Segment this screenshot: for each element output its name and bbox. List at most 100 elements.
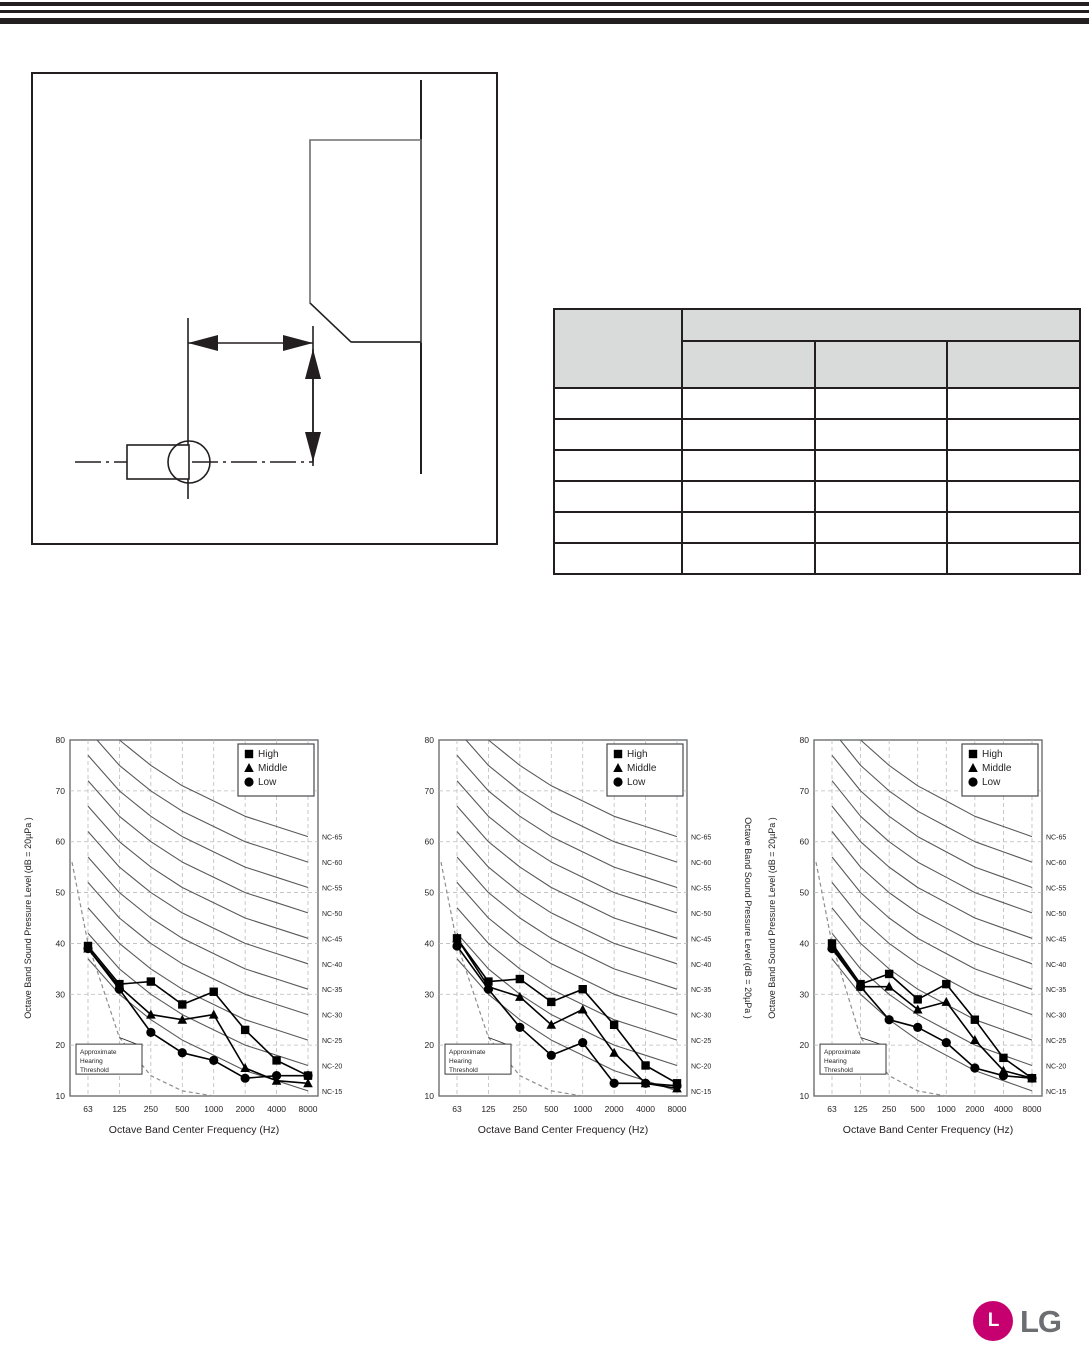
nc-curve: [96, 739, 309, 863]
marker-triangle: [577, 1004, 588, 1014]
nc-curve-label: NC-20: [322, 1063, 342, 1070]
data-series-line: [87, 947, 309, 1085]
marker-square: [484, 977, 493, 986]
y-axis-tick-label: 60: [800, 837, 810, 847]
nc-curve-label: NC-50: [1046, 911, 1066, 918]
x-axis-title: Octave Band Center Frequency (Hz): [478, 1124, 648, 1136]
x-axis-tick-label: 4000: [267, 1104, 286, 1114]
nc-curve: [87, 780, 309, 914]
table-cell: [681, 387, 816, 420]
marker-square: [613, 749, 623, 759]
table-cell: [553, 480, 683, 513]
chart-legend-label: Low: [627, 777, 646, 788]
y-axis-tick-label: 30: [800, 989, 810, 999]
y-axis-tick-label: 50: [425, 888, 435, 898]
nc-curve: [87, 882, 309, 1016]
nc-curve: [860, 739, 1033, 838]
threshold-annotation-line: Threshold: [449, 1067, 478, 1074]
nc-curve: [831, 831, 1033, 965]
nc-curve: [465, 739, 678, 863]
threshold-annotation-line: Hearing: [824, 1058, 847, 1065]
marker-square: [609, 1020, 619, 1029]
nc-curve-label: NC-60: [691, 860, 711, 867]
nc-curve: [456, 907, 678, 1041]
x-axis-tick-label: 8000: [299, 1104, 318, 1114]
x-axis-tick-label: 500: [911, 1104, 925, 1114]
marker-square: [913, 995, 922, 1004]
marker-triangle: [941, 996, 952, 1006]
data-series-line: [87, 948, 308, 1079]
nc-curve-label: NC-35: [322, 987, 342, 994]
threshold-annotation-line: Threshold: [824, 1067, 853, 1074]
chart-legend-label: Low: [982, 777, 1001, 788]
nc-curve-label: NC-30: [691, 1013, 711, 1020]
y-axis-tick-label: 50: [56, 888, 66, 898]
x-axis-title: Octave Band Center Frequency (Hz): [843, 1124, 1013, 1136]
nc-curve-label: NC-25: [691, 1038, 711, 1045]
marker-circle: [483, 984, 494, 994]
y-axis-title: Octave Band Sound Pressure Level (dB = 2…: [743, 817, 753, 1019]
y-axis-tick-label: 80: [425, 735, 435, 745]
spec-header-label-cell: [553, 308, 683, 389]
nc-curve: [488, 739, 678, 838]
marker-triangle: [244, 763, 254, 772]
dim-arrowhead-left: [188, 335, 218, 351]
data-series-low: [452, 941, 682, 1091]
marker-square: [244, 749, 254, 759]
nc-curve: [87, 932, 309, 1067]
nc-curve-label: NC-20: [1046, 1063, 1066, 1070]
marker-square: [968, 749, 978, 759]
marker-square: [884, 969, 894, 979]
indoor-unit-outline: [309, 139, 422, 343]
nc-curve: [831, 907, 1033, 1041]
y-axis-tick-label: 10: [425, 1091, 435, 1101]
marker-triangle: [303, 1078, 313, 1088]
table-row: [553, 449, 1081, 482]
marker-square: [578, 985, 587, 994]
nc-curve-label: NC-55: [691, 885, 711, 892]
table-cell: [946, 387, 1081, 420]
marker-circle: [271, 1071, 282, 1081]
nc-curve: [839, 739, 1033, 863]
y-axis-tick-label: 70: [56, 786, 66, 796]
x-axis-tick-label: 4000: [994, 1104, 1013, 1114]
lg-logo: L LG: [973, 1300, 1077, 1342]
nc-curve-label: NC-60: [322, 860, 342, 867]
y-axis-tick-label: 80: [800, 735, 810, 745]
spec-table-header-sub-row: [554, 340, 1081, 389]
chart-legend-label: High: [627, 749, 648, 760]
nc-curve: [456, 831, 678, 965]
chart-legend-label: High: [982, 749, 1003, 760]
table-cell: [553, 542, 683, 575]
chart-legend-label: Middle: [627, 763, 657, 774]
x-axis-tick-label: 1000: [204, 1104, 223, 1114]
spec-table-head: [553, 308, 1081, 389]
noise-chart-1: NC-65 NC-60 NC-55 NC-50 NC-45 NC-40 NC-35 NC-30…: [18, 726, 368, 1176]
y-axis-tick-label: 60: [56, 837, 66, 847]
y-axis-tick-label: 40: [425, 938, 435, 948]
table-cell: [946, 511, 1081, 544]
marker-circle: [855, 982, 866, 992]
marker-circle: [578, 1038, 588, 1048]
pipe-symbol-circle: [167, 440, 211, 484]
nc-curve-label: NC-45: [322, 936, 342, 943]
unit-chamfer-edge: [309, 302, 352, 343]
nc-curve-label: NC-50: [691, 911, 711, 918]
marker-circle: [970, 1063, 980, 1073]
nc-curve-label: NC-60: [1046, 860, 1066, 867]
nc-curve: [87, 856, 309, 990]
marker-square: [999, 1053, 1008, 1063]
lg-logo-mark: L: [973, 1301, 1013, 1341]
y-axis-tick-label: 20: [800, 1040, 810, 1050]
marker-triangle: [515, 991, 525, 1001]
nc-curve-label: NC-65: [1046, 835, 1066, 842]
specification-table: [553, 308, 1081, 575]
y-axis-tick-label: 40: [56, 938, 66, 948]
nc-curve: [456, 882, 678, 1016]
table-cell: [681, 542, 816, 575]
installation-clearance-diagram: [31, 72, 498, 545]
nc-curve: [831, 780, 1033, 914]
nc-curve: [456, 780, 678, 914]
nc-curve-label: NC-35: [1046, 987, 1066, 994]
marker-circle: [546, 1050, 556, 1060]
